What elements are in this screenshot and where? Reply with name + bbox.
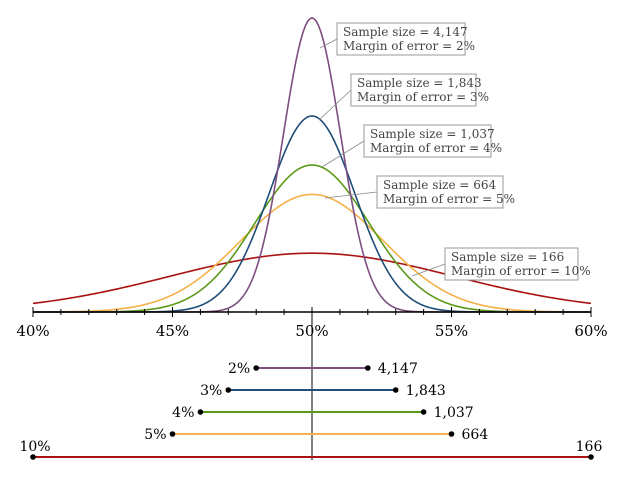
error-bar-endpoint (197, 409, 204, 415)
annotation-margin: Margin of error = 4% (370, 141, 502, 155)
error-bar-margin-label: 4% (172, 405, 194, 421)
error-bar-margin-label: 2% (228, 361, 250, 377)
x-tick-label: 60% (574, 322, 607, 340)
x-tick-label: 45% (156, 322, 189, 340)
x-axis: 40% 45% 50% 55% 60% (16, 307, 608, 460)
error-bar-sample-label: 664 (462, 427, 489, 443)
x-tick-label: 55% (435, 322, 468, 340)
error-bar-endpoint (253, 365, 259, 371)
error-bar-endpoint (30, 454, 36, 460)
annotation-sample-size: Sample size = 1,843 (357, 76, 482, 90)
annotation-leader (324, 191, 378, 199)
annotation-box (363, 124, 492, 158)
annotation-sample-size: Sample size = 4,147 (343, 25, 468, 39)
error-bar-sample-label: 4,147 (378, 361, 418, 377)
annotation-box (350, 73, 477, 107)
curve-10pct (32, 252, 592, 305)
annotation-leader (319, 38, 338, 49)
error-bar-endpoint (588, 454, 594, 460)
annotation-margin: Margin of error = 2% (343, 39, 475, 53)
annotation-sample-size: Sample size = 166 (451, 250, 564, 264)
annotation-box (336, 22, 466, 56)
annotation-margin: Margin of error = 5% (383, 192, 515, 206)
error-bar-margin-label: 5% (144, 427, 166, 443)
error-bar-margin-label: 10% (19, 439, 50, 455)
error-bars: 2% 4,147 3% 1,843 4% 1,037 5% 664 10% 166 (19, 361, 602, 460)
curve-5pct (32, 193, 592, 313)
error-bar-sample-label: 1,843 (406, 383, 446, 399)
error-bar-endpoint (169, 431, 176, 437)
error-bar-endpoint (420, 409, 427, 415)
annotation-leader (411, 263, 446, 277)
annotation-box (444, 247, 579, 281)
error-bar-endpoint (225, 387, 232, 393)
annotation-margin: Margin of error = 3% (357, 90, 489, 104)
annotation-leader (318, 89, 352, 121)
error-bar-margin-label: 3% (200, 383, 222, 399)
curve-3pct (33, 115, 591, 313)
annotation-sample-size: Sample size = 1,037 (370, 127, 495, 141)
annotation-leader (321, 140, 365, 168)
annotation-margin: Margin of error = 10% (451, 264, 591, 278)
x-tick-label: 40% (16, 322, 49, 340)
curve-4pct (33, 164, 591, 313)
error-bar-endpoint (365, 365, 371, 371)
error-bar-sample-label: 1,037 (434, 405, 474, 421)
error-bar-endpoint (392, 387, 399, 393)
error-bar-sample-label: 166 (576, 439, 603, 455)
error-bar-endpoint (448, 431, 455, 437)
annotation-box (376, 175, 504, 209)
annotation-sample-size: Sample size = 664 (383, 178, 497, 192)
